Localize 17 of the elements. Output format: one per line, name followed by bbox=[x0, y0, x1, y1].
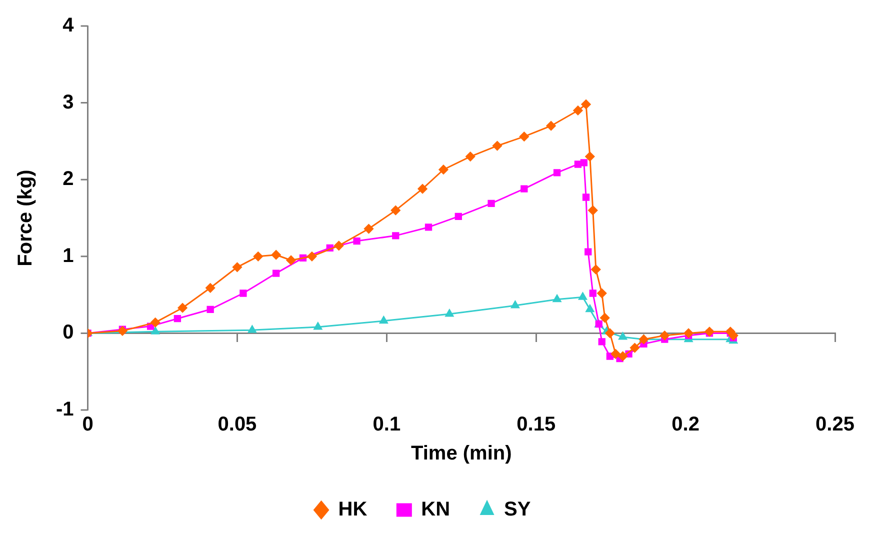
x-tick-label: 0.1 bbox=[372, 414, 401, 436]
legend-label: SY bbox=[504, 498, 532, 521]
y-tick-label: -1 bbox=[56, 398, 74, 421]
y-axis-title: Force (kg) bbox=[14, 170, 37, 266]
y-tick-label: 0 bbox=[62, 322, 74, 344]
x-tick-label: 0 bbox=[82, 414, 94, 436]
x-tick-label: 0.05 bbox=[218, 414, 257, 436]
y-tick-label: 1 bbox=[62, 244, 74, 267]
y-tick-label: 4 bbox=[62, 14, 75, 37]
x-tick-label: 0.25 bbox=[816, 414, 854, 436]
legend-label: HK bbox=[338, 498, 368, 521]
x-tick-label: 0.15 bbox=[516, 414, 556, 436]
y-tick-label: 2 bbox=[62, 168, 74, 190]
x-axis-title: Time (min) bbox=[411, 442, 512, 465]
y-tick-label: 3 bbox=[62, 91, 74, 114]
x-tick-label: 0.2 bbox=[672, 414, 700, 436]
legend-label: KN bbox=[421, 498, 450, 521]
